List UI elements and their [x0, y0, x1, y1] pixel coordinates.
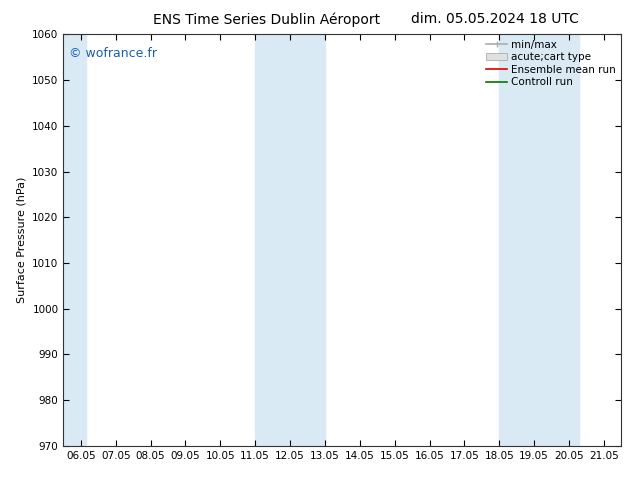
Bar — [63, 34, 86, 446]
Y-axis label: Surface Pressure (hPa): Surface Pressure (hPa) — [16, 177, 27, 303]
Bar — [534, 34, 579, 446]
Bar — [500, 34, 534, 446]
Text: dim. 05.05.2024 18 UTC: dim. 05.05.2024 18 UTC — [411, 12, 578, 26]
Bar — [255, 34, 290, 446]
Text: © wofrance.fr: © wofrance.fr — [69, 47, 157, 60]
Legend: min/max, acute;cart type, Ensemble mean run, Controll run: min/max, acute;cart type, Ensemble mean … — [484, 37, 618, 89]
Text: ENS Time Series Dublin Aéroport: ENS Time Series Dublin Aéroport — [153, 12, 380, 27]
Bar — [290, 34, 325, 446]
